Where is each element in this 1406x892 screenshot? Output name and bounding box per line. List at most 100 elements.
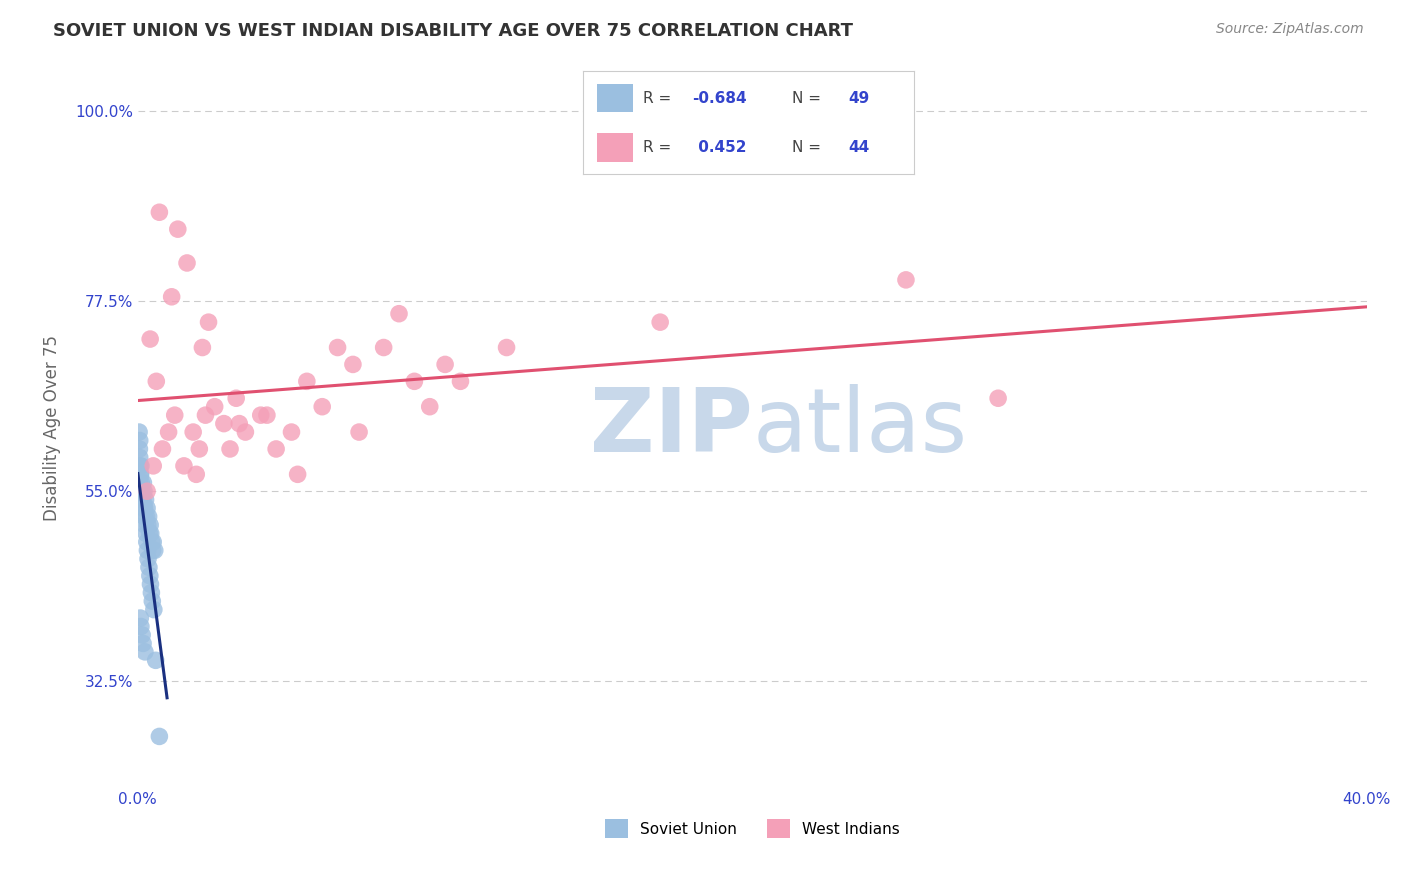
Point xyxy=(143,543,166,558)
Point xyxy=(136,484,159,499)
Point xyxy=(142,602,165,616)
Text: atlas: atlas xyxy=(752,384,967,471)
Point xyxy=(228,417,250,431)
Point xyxy=(141,535,163,549)
Text: Source: ZipAtlas.com: Source: ZipAtlas.com xyxy=(1216,22,1364,37)
Point xyxy=(129,458,152,473)
Point xyxy=(347,425,370,439)
Point xyxy=(134,509,156,524)
Text: -0.684: -0.684 xyxy=(693,90,747,105)
Point xyxy=(495,341,517,355)
Point xyxy=(326,341,349,355)
Point xyxy=(373,341,395,355)
Point xyxy=(138,509,160,524)
Point xyxy=(131,484,153,499)
Point xyxy=(135,492,157,507)
FancyBboxPatch shape xyxy=(596,84,633,112)
Point xyxy=(132,484,155,499)
Point xyxy=(136,543,159,558)
Text: N =: N = xyxy=(792,140,825,155)
Point xyxy=(141,585,163,599)
Point xyxy=(163,408,186,422)
Point xyxy=(404,375,426,389)
Text: R =: R = xyxy=(643,140,676,155)
Point xyxy=(204,400,226,414)
Point xyxy=(139,332,162,346)
Point xyxy=(148,730,170,744)
Point xyxy=(129,467,152,482)
Point xyxy=(152,442,174,456)
Point xyxy=(134,518,156,533)
Point xyxy=(138,526,160,541)
Point xyxy=(173,458,195,473)
Point xyxy=(136,552,159,566)
Point xyxy=(160,290,183,304)
Text: 44: 44 xyxy=(848,140,869,155)
Point xyxy=(129,467,152,482)
Point xyxy=(141,594,163,608)
Text: N =: N = xyxy=(792,90,825,105)
Point xyxy=(134,645,156,659)
Point xyxy=(145,653,167,667)
Point xyxy=(132,492,155,507)
Point xyxy=(129,619,152,633)
Point xyxy=(235,425,257,439)
Point xyxy=(131,628,153,642)
Point xyxy=(129,458,152,473)
Point xyxy=(264,442,287,456)
Point xyxy=(186,467,208,482)
Point xyxy=(131,484,153,499)
Point xyxy=(139,526,162,541)
Text: SOVIET UNION VS WEST INDIAN DISABILITY AGE OVER 75 CORRELATION CHART: SOVIET UNION VS WEST INDIAN DISABILITY A… xyxy=(53,22,853,40)
Point xyxy=(135,535,157,549)
Point xyxy=(212,417,235,431)
Point xyxy=(142,535,165,549)
Text: 0.452: 0.452 xyxy=(693,140,747,155)
Point xyxy=(139,568,162,582)
FancyBboxPatch shape xyxy=(596,133,633,161)
Point xyxy=(450,375,472,389)
Point xyxy=(987,391,1010,405)
Point xyxy=(225,391,247,405)
Point xyxy=(128,434,150,448)
Point xyxy=(287,467,309,482)
Text: R =: R = xyxy=(643,90,676,105)
Point xyxy=(128,442,150,456)
Point xyxy=(176,256,198,270)
Point xyxy=(256,408,278,422)
Point xyxy=(142,543,165,558)
Text: ZIP: ZIP xyxy=(589,384,752,471)
Point xyxy=(342,358,364,372)
Text: 49: 49 xyxy=(848,90,869,105)
Point xyxy=(419,400,441,414)
Point xyxy=(128,475,150,490)
Point xyxy=(188,442,211,456)
Point xyxy=(135,526,157,541)
Point xyxy=(128,450,150,465)
Point xyxy=(194,408,217,422)
Point xyxy=(894,273,917,287)
Point xyxy=(142,458,165,473)
Point xyxy=(129,611,152,625)
Point xyxy=(191,341,214,355)
Point xyxy=(135,509,157,524)
Point xyxy=(311,400,333,414)
Point xyxy=(197,315,219,329)
Legend: Soviet Union, West Indians: Soviet Union, West Indians xyxy=(599,814,907,844)
Point xyxy=(388,307,411,321)
Point xyxy=(219,442,242,456)
Point xyxy=(128,425,150,439)
Point xyxy=(157,425,180,439)
Point xyxy=(139,518,162,533)
Point xyxy=(136,518,159,533)
Point xyxy=(181,425,204,439)
Point xyxy=(131,492,153,507)
Point xyxy=(295,375,318,389)
Point xyxy=(129,475,152,490)
Point xyxy=(132,636,155,650)
Point xyxy=(650,315,672,329)
Point xyxy=(434,358,457,372)
Point xyxy=(132,501,155,516)
Point xyxy=(134,501,156,516)
Y-axis label: Disability Age Over 75: Disability Age Over 75 xyxy=(44,334,60,521)
